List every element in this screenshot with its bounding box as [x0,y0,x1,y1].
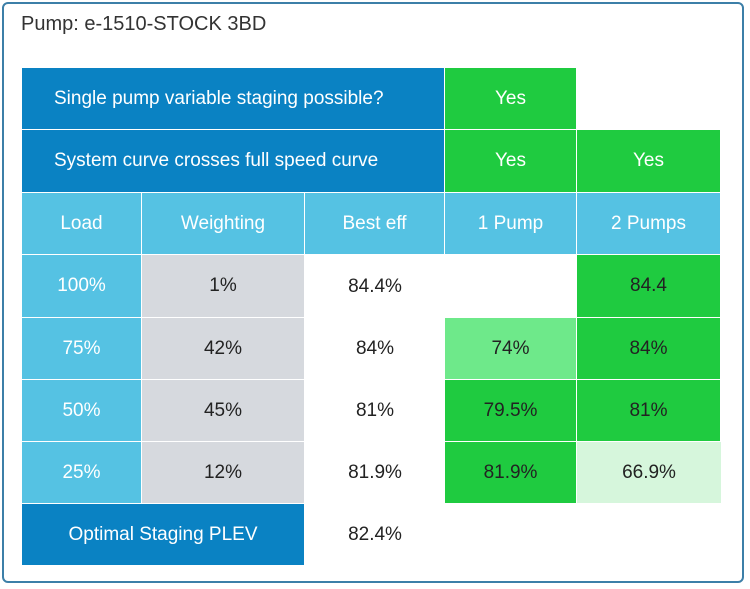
table-row-weight: 45% [142,380,305,442]
page-title: Pump: e-1510-STOCK 3BD [21,13,267,35]
table-row-2pumps: 66.9% [577,442,721,504]
table-row-load: 25% [22,442,142,504]
table-row-best: 81% [305,380,445,442]
table-row-1pump [445,255,577,318]
table-row-load: 100% [22,255,142,318]
table-row-best: 84.4% [305,255,445,318]
table-row-load: 75% [22,318,142,380]
optimal-staging-value: 82.4% [305,504,445,566]
header-weighting: Weighting [142,193,305,255]
optimal-staging-label: Optimal Staging PLEV [22,504,305,566]
curve-2pumps-value: Yes [577,130,721,193]
header-2pumps: 2 Pumps [577,193,721,255]
table-row-1pump: 79.5% [445,380,577,442]
header-load: Load [22,193,142,255]
table-row-best: 81.9% [305,442,445,504]
table-row-load: 50% [22,380,142,442]
table-row-weight: 12% [142,442,305,504]
table-row-1pump: 74% [445,318,577,380]
staging-question-label: Single pump variable staging possible? [22,68,445,130]
table-row-best: 84% [305,318,445,380]
staging-1pump-value: Yes [445,68,577,130]
curve-1pump-value: Yes [445,130,577,193]
table-row-2pumps: 81% [577,380,721,442]
header-best-eff: Best eff [305,193,445,255]
curve-question-label: System curve crosses full speed curve [22,130,445,193]
table-row-weight: 42% [142,318,305,380]
table-row-2pumps: 84% [577,318,721,380]
table-row-2pumps: 84.4 [577,255,721,318]
table-row-1pump: 81.9% [445,442,577,504]
table-row-weight: 1% [142,255,305,318]
header-1pump: 1 Pump [445,193,577,255]
